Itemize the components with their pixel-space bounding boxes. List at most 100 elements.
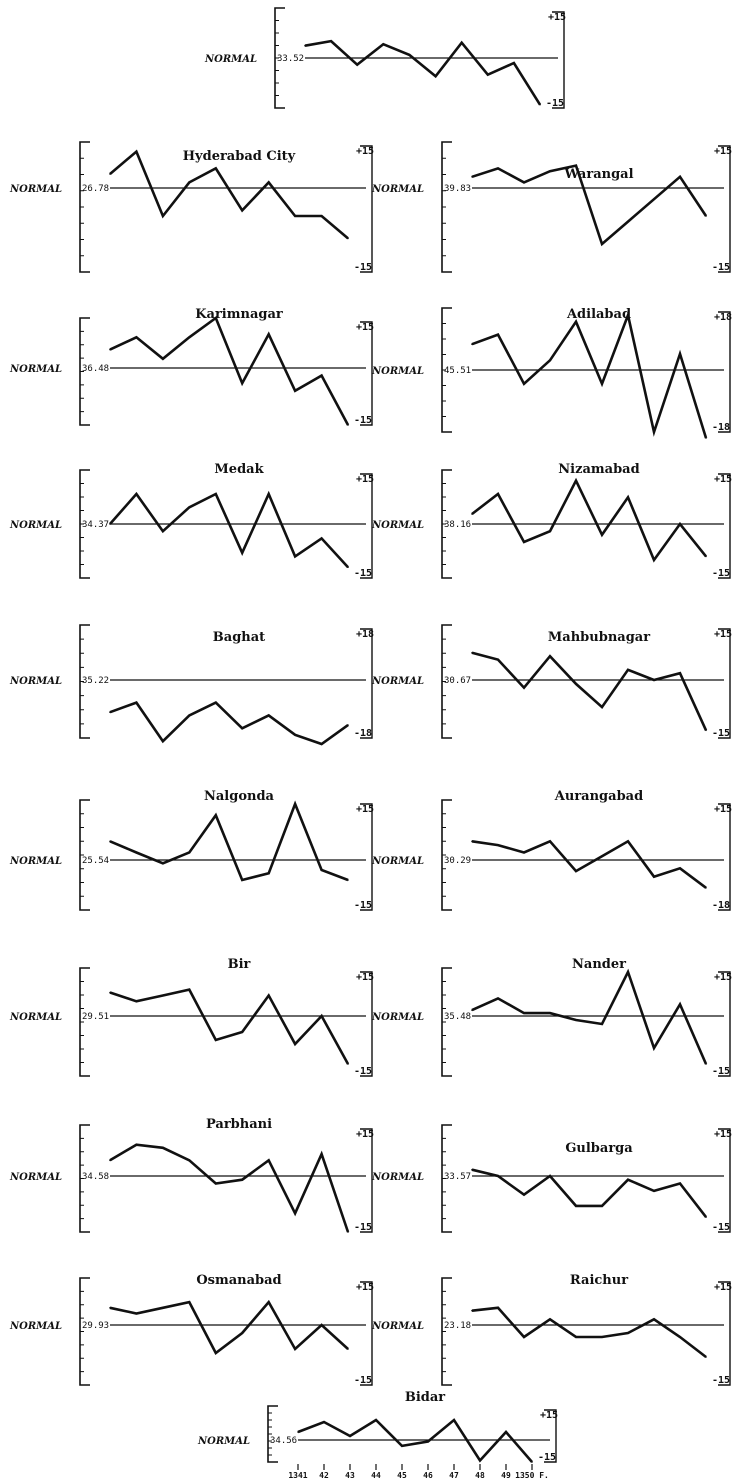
scale-bottom-label: -15 [354, 568, 372, 579]
normal-prefix-label: NORMAL [371, 1321, 424, 1332]
data-point [627, 971, 629, 973]
deviation-series-line [109, 1143, 350, 1233]
data-point [320, 537, 323, 540]
scale-bottom-label: -15 [712, 1066, 730, 1077]
data-point [601, 243, 603, 245]
data-point [705, 555, 707, 558]
normal-value-label: 33.52 [277, 54, 304, 64]
deviation-series-line [471, 164, 708, 247]
data-point [214, 814, 217, 816]
scale-bottom-label: -15 [354, 262, 372, 273]
data-point [241, 382, 244, 385]
data-point [653, 559, 655, 561]
data-point [188, 1159, 191, 1162]
scale-top-label: +15 [714, 1129, 732, 1140]
data-point [601, 1336, 603, 1338]
scale-top-label: +15 [714, 804, 732, 815]
data-point [109, 711, 111, 714]
panel-title: Osmanabad [196, 1273, 281, 1288]
data-point [471, 343, 473, 346]
data-point [705, 729, 707, 732]
data-point [575, 1336, 577, 1338]
right-scale-bracket [360, 321, 373, 426]
deviation-series-line [109, 315, 350, 426]
data-point [471, 1009, 473, 1011]
scale-bottom-label: -15 [354, 1066, 372, 1077]
data-point [523, 1012, 525, 1014]
scale-top-label: +15 [540, 1410, 558, 1421]
scale-bottom-label: -15 [712, 568, 730, 579]
data-point [162, 1307, 164, 1309]
data-point [627, 840, 629, 843]
data-point [294, 1043, 296, 1045]
data-point [539, 103, 541, 106]
normal-value-label: 30.67 [444, 676, 471, 686]
data-point [601, 1205, 603, 1207]
data-point [323, 1421, 325, 1423]
panel-title: Gulbarga [565, 1141, 633, 1156]
data-point [627, 220, 629, 223]
panel-bidar: +15 -15 NORMAL 34.56 Bidar [197, 1390, 558, 1463]
scale-top-label: +15 [356, 322, 374, 333]
data-point [627, 1332, 629, 1334]
data-point [188, 181, 191, 184]
normal-value-label: 36.48 [82, 364, 109, 374]
scale-bottom-label: -18 [354, 728, 372, 739]
data-point [575, 870, 577, 872]
panel-title: Raichur [570, 1273, 628, 1288]
data-point [135, 701, 138, 704]
data-point [214, 1352, 217, 1354]
data-point [523, 181, 525, 184]
panel-medak: +15 -15 NORMAL 34.37 Medak [9, 462, 374, 579]
data-point [549, 359, 551, 362]
data-point [347, 1231, 349, 1233]
normal-value-label: 35.48 [444, 1012, 471, 1022]
data-point [705, 1063, 707, 1065]
right-scale-bracket [360, 473, 373, 579]
deviation-series-line [471, 1306, 707, 1359]
data-point [705, 1356, 707, 1358]
panel-title: Parbhani [206, 1117, 272, 1132]
data-point [267, 333, 270, 336]
data-point [320, 374, 323, 377]
panel-title: Karimnagar [195, 307, 283, 322]
panel-adilabad: +18 -18 NORMAL 45.51 Adilabad [371, 307, 732, 439]
scale-top-label: +15 [356, 1282, 374, 1293]
data-point [549, 1318, 551, 1321]
data-point [267, 181, 270, 184]
panel-title: Adilabad [566, 307, 631, 322]
data-point [214, 317, 217, 319]
data-point [627, 496, 629, 499]
data-point [188, 714, 191, 717]
data-point [188, 1301, 191, 1303]
normal-value-label: 34.58 [82, 1172, 109, 1182]
data-point [109, 348, 111, 351]
data-point [653, 1047, 655, 1049]
data-point [214, 493, 217, 495]
normal-prefix-label: NORMAL [371, 676, 424, 687]
normal-prefix-label: NORMAL [371, 1172, 424, 1183]
data-point [531, 1461, 533, 1463]
panel-title: Medak [214, 462, 264, 477]
data-point [109, 523, 111, 525]
data-point [109, 1159, 111, 1162]
data-point [304, 44, 306, 47]
data-point [347, 566, 349, 568]
data-point [627, 669, 629, 671]
data-point [497, 167, 499, 170]
scale-top-label: +15 [356, 804, 374, 815]
data-point [679, 353, 681, 355]
data-point [241, 1332, 244, 1334]
data-point [679, 1003, 681, 1006]
year-tick-label: 47 [449, 1471, 459, 1479]
data-point [497, 844, 499, 846]
right-scale-bracket [360, 971, 373, 1077]
data-point [188, 336, 191, 339]
normal-prefix-label: NORMAL [371, 856, 424, 867]
deviation-series-line [109, 701, 349, 746]
panel-parbhani: +15 -15 NORMAL 34.58 Parbhani [9, 1117, 374, 1233]
deviation-series-line [304, 39, 542, 106]
normal-value-label: 29.93 [82, 1321, 109, 1331]
